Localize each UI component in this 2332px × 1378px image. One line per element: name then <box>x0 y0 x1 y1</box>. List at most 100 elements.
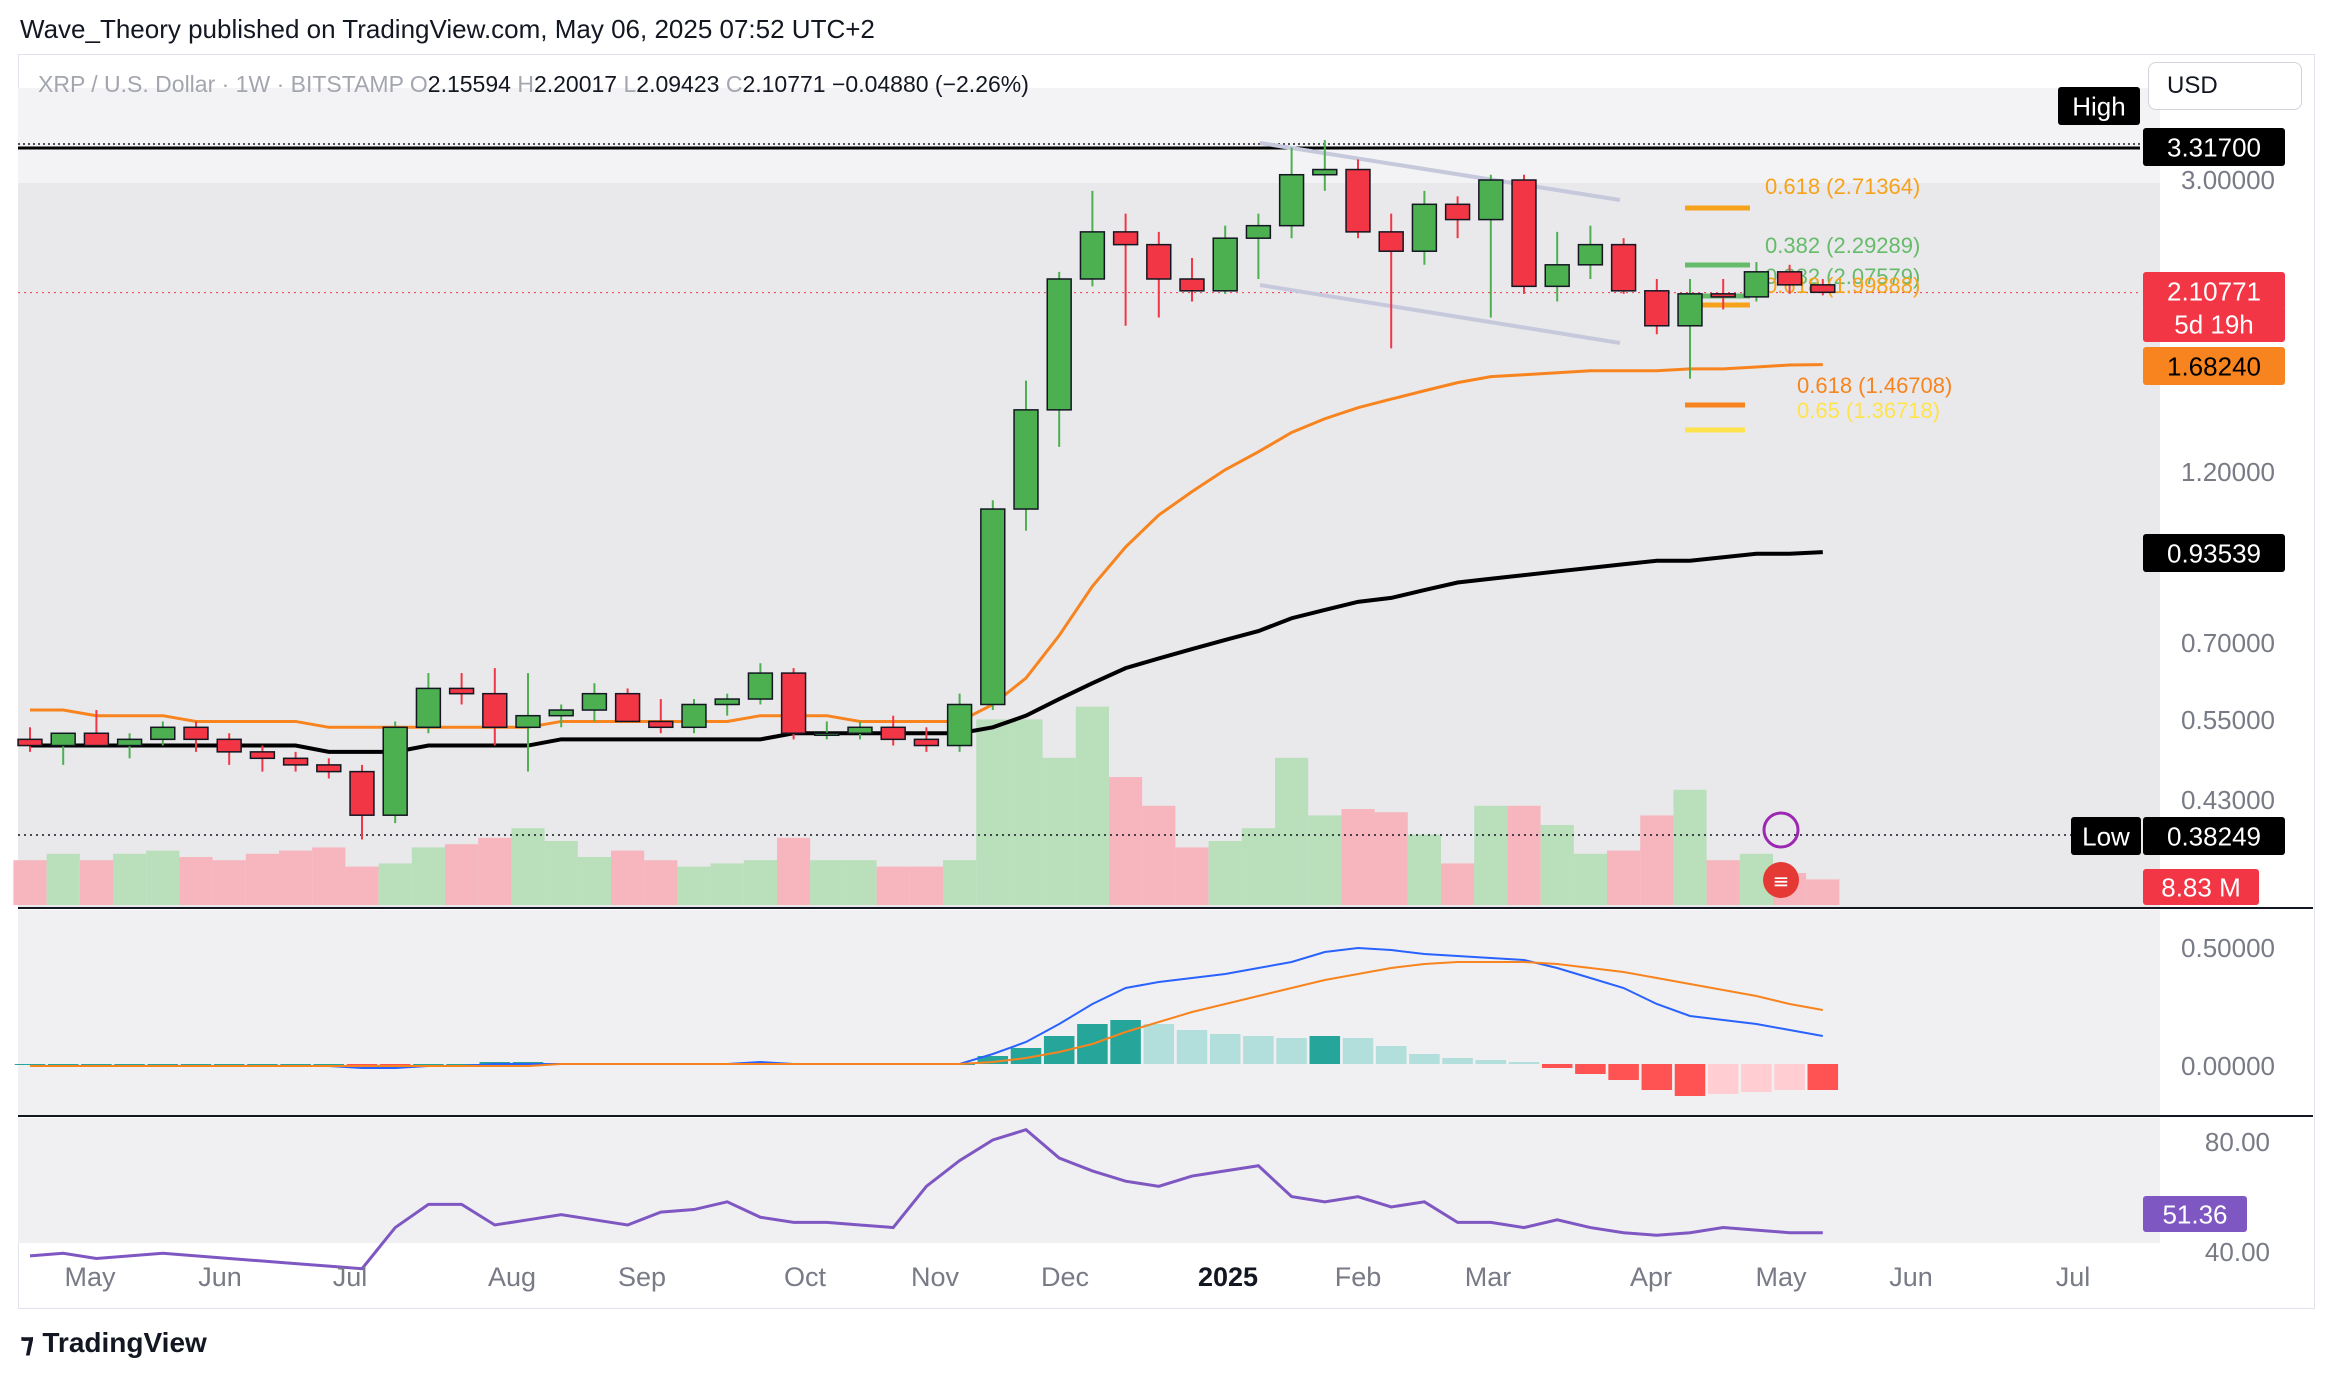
macd-histogram-bar <box>1309 1036 1341 1064</box>
volume-bar <box>743 860 777 905</box>
candle-body <box>1378 231 1404 252</box>
volume-bar <box>1042 757 1076 905</box>
volume-bar <box>1640 815 1674 905</box>
candle-body <box>382 726 408 816</box>
candle-body <box>1278 173 1305 227</box>
rsi-last-tag: 51.36 <box>2162 1199 2227 1229</box>
candle-body <box>747 672 774 700</box>
candle-body <box>1677 293 1703 327</box>
macd-histogram-bar <box>14 1064 46 1065</box>
high-tag: High <box>2072 91 2125 121</box>
countdown-tag-bg <box>2143 306 2285 342</box>
macd-histogram-bar <box>1707 1064 1739 1094</box>
tradingview-logo[interactable]: ⁊ TradingView <box>20 1326 207 1359</box>
high-price-tag-bg <box>2143 128 2285 166</box>
candle-body <box>17 738 43 747</box>
volume-bar <box>212 860 246 905</box>
fib-level-label: 0.382 (2.29289) <box>1765 233 1920 258</box>
symbol-info: XRP / U.S. Dollar · 1W · BITSTAMP O2.155… <box>38 71 1029 97</box>
candle-body <box>1577 243 1604 266</box>
macd-histogram-bar <box>81 1064 112 1065</box>
candle-body <box>1179 278 1205 292</box>
volume-bar <box>644 860 678 905</box>
volume-bar <box>677 866 711 905</box>
price-axis-tick: 0.55000 <box>2181 705 2275 735</box>
countdown-tag: 5d 19h <box>2174 309 2254 339</box>
candle-body <box>648 720 674 729</box>
volume-bar <box>1142 805 1176 905</box>
low-tag: Low <box>2082 821 2130 851</box>
volume-bar <box>1507 805 1541 905</box>
ema-fast-tag: 1.68240 <box>2167 351 2261 381</box>
main-pane-top-band <box>18 88 2160 183</box>
volume-bar <box>943 860 977 905</box>
macd-histogram-bar <box>977 1056 1009 1064</box>
macd-histogram-bar <box>1143 1024 1175 1064</box>
last-price-tag: 2.10771 <box>2167 276 2261 306</box>
ema-slow-tag: 0.93539 <box>2167 538 2261 568</box>
candle-body <box>581 692 608 711</box>
volume-bar <box>1673 789 1707 905</box>
fib-level-label: 0.65 (1.36718) <box>1797 398 1940 423</box>
volume-bar <box>146 850 180 905</box>
volume-bar <box>1607 850 1641 905</box>
tradingview-logo-icon: ⁊ <box>20 1326 35 1359</box>
macd-histogram-bar <box>1674 1064 1706 1096</box>
volume-bar <box>810 860 844 905</box>
candle-body <box>1644 290 1670 327</box>
candle-body <box>1079 231 1106 280</box>
macd-histogram-bar <box>413 1064 444 1065</box>
candle-body <box>282 757 309 766</box>
time-axis-label: May <box>64 1262 116 1292</box>
macd-histogram-bar <box>114 1064 145 1065</box>
macd-axis-tick: 0.00000 <box>2181 1051 2275 1081</box>
macd-histogram-bar <box>247 1064 278 1065</box>
macd-histogram-bar <box>1010 1048 1042 1064</box>
macd-histogram-bar <box>1442 1058 1473 1064</box>
macd-histogram-bar <box>1541 1064 1573 1068</box>
volume-bar <box>1341 809 1375 905</box>
volume-tag: 8.83 M <box>2161 872 2241 902</box>
high-tag-bg <box>2058 87 2140 125</box>
flag-icon-glyph: ≡ <box>1773 869 1790 893</box>
price-axis-tick: 1.20000 <box>2181 457 2275 487</box>
currency-button[interactable]: USD <box>2148 62 2302 110</box>
macd-histogram-bar <box>280 1064 311 1065</box>
candle-body <box>183 726 209 741</box>
volume-bar <box>1407 834 1441 905</box>
channel-upper-line <box>1259 141 1621 202</box>
candle-body <box>1511 179 1537 288</box>
ideas-icon <box>1762 811 1800 849</box>
candle-body <box>1710 293 1736 298</box>
rsi-pane-bg <box>18 1118 2160 1243</box>
macd-histogram-bar <box>1409 1054 1440 1064</box>
candle-body <box>116 738 143 747</box>
candle-body <box>980 508 1006 706</box>
volume-bar <box>1573 853 1607 905</box>
low-price-tag: 0.38249 <box>2167 821 2261 851</box>
time-axis-label: Jun <box>1889 1262 1933 1292</box>
macd-histogram-bar <box>1176 1030 1208 1064</box>
low-tag-bg <box>2071 817 2141 855</box>
volume-bar <box>1540 825 1574 905</box>
macd-histogram-bar <box>1375 1046 1407 1064</box>
volume-bar <box>876 866 910 905</box>
macd-histogram-bar <box>446 1064 477 1065</box>
time-axis-label: Mar <box>1465 1262 1512 1292</box>
candle-body <box>1776 271 1803 286</box>
volume-bar <box>1474 805 1508 905</box>
volume-bar <box>13 860 47 905</box>
candle-body <box>1444 203 1471 221</box>
time-axis-label: Apr <box>1630 1262 1672 1292</box>
volume-bar <box>1241 828 1275 905</box>
candle-body <box>1245 224 1272 239</box>
candle-body <box>1345 168 1371 233</box>
candle-body <box>515 714 541 729</box>
macd-histogram-bar <box>1741 1064 1772 1092</box>
volume-bar <box>1009 719 1043 905</box>
volume-bar <box>279 850 313 905</box>
low-price-tag-bg <box>2143 817 2285 855</box>
candle-body <box>83 732 110 747</box>
volume-bar <box>1208 841 1242 905</box>
